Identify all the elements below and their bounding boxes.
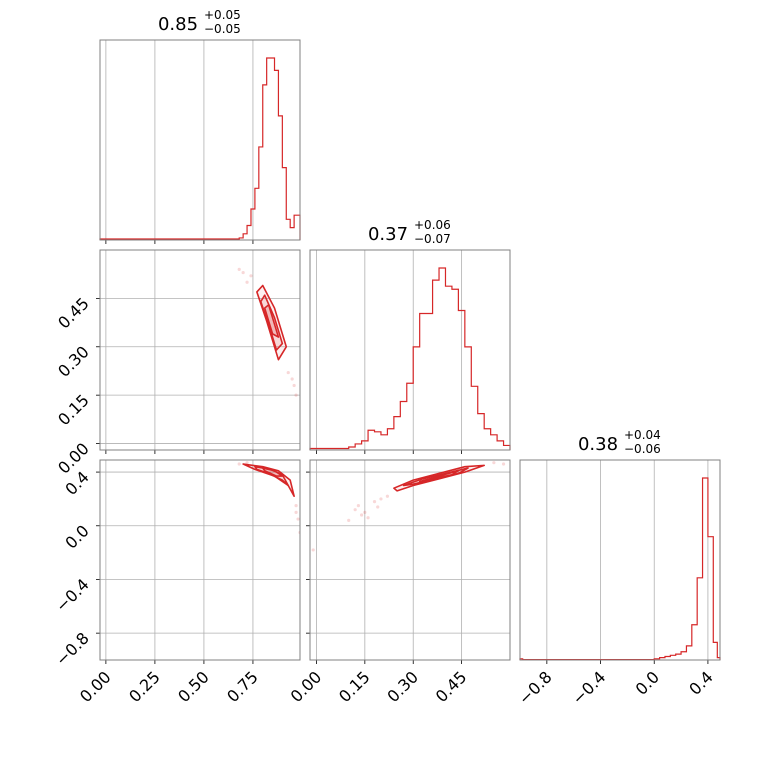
scatter-point <box>294 510 298 514</box>
scatter-point <box>311 548 315 552</box>
scatter-point <box>363 510 367 514</box>
hist-panel-3-frame <box>519 459 721 661</box>
title-lower-error: −0.06 <box>624 442 661 456</box>
scatter-point <box>290 377 294 381</box>
title-value: 0.38 <box>578 434 618 455</box>
x-tick-label: 0.00 <box>287 667 326 706</box>
x-tick-label: 0.30 <box>383 667 422 706</box>
scatter-point <box>286 370 290 375</box>
scatter-point <box>360 513 364 517</box>
scatter-point <box>501 462 506 466</box>
title-lower-error: −0.07 <box>414 232 451 246</box>
contour-panel-2-3-frame <box>309 459 511 661</box>
scatter-point <box>385 494 390 498</box>
contour-level-1 <box>256 284 288 361</box>
x-tick-label: 0.15 <box>335 667 374 706</box>
y-tick-label: 0.45 <box>54 294 93 333</box>
scatter-point <box>353 508 357 512</box>
x-tick-label: 0.75 <box>223 667 262 706</box>
histogram-param-3 <box>519 477 721 661</box>
histogram-param-1 <box>99 57 301 240</box>
contour-level-3 <box>418 469 460 483</box>
x-tick-label: 0.50 <box>174 667 213 706</box>
histogram-param-2 <box>309 267 511 450</box>
title-lower-error: −0.05 <box>204 22 241 36</box>
title-upper-error: +0.06 <box>414 218 451 232</box>
scatter-point <box>347 518 351 523</box>
title-upper-error: +0.05 <box>204 8 241 22</box>
scatter-point <box>376 505 380 509</box>
scatter-point <box>237 462 241 466</box>
contour-level-3 <box>263 304 280 338</box>
hist-panel-1-frame <box>99 39 301 241</box>
y-tick-label: 0.30 <box>54 342 93 381</box>
x-tick-label: −0.4 <box>568 667 609 708</box>
title-value: 0.85 <box>158 14 198 35</box>
contour-group-2-3 <box>311 461 506 552</box>
title-upper-error: +0.04 <box>624 428 661 442</box>
scatter-point <box>241 270 245 275</box>
x-tick-label: 0.45 <box>432 667 471 706</box>
contour-panel-1-2-frame <box>99 249 301 451</box>
panel-title-3: 0.38 +0.04−0.06 <box>578 428 661 456</box>
scatter-point <box>237 267 241 271</box>
x-tick-label: 0.0 <box>632 667 663 698</box>
hist-panel-2-frame <box>309 249 511 451</box>
x-tick-label: 0.25 <box>125 667 164 706</box>
scatter-point <box>296 517 300 521</box>
x-tick-label: −0.8 <box>515 667 556 708</box>
contour-group-1-3 <box>237 461 300 535</box>
contour-panel-1-3-frame <box>99 459 301 661</box>
scatter-point <box>379 497 383 501</box>
contour-level-3 <box>261 467 284 477</box>
contour-group-1-2 <box>237 267 298 397</box>
title-value: 0.37 <box>368 224 408 245</box>
scatter-point <box>372 500 377 504</box>
scatter-point <box>245 280 249 284</box>
y-tick-label: 0.15 <box>54 391 93 430</box>
scatter-point <box>294 393 298 397</box>
panel-title-2: 0.37 +0.06−0.07 <box>368 218 451 246</box>
scatter-point <box>492 461 496 465</box>
x-tick-label: 0.4 <box>685 667 716 698</box>
y-tick-label: 0.0 <box>61 521 92 552</box>
y-tick-label: 0.00 <box>54 439 93 478</box>
scatter-point <box>292 383 296 388</box>
scatter-point <box>366 516 370 520</box>
scatter-point <box>356 504 360 508</box>
x-tick-label: 0.00 <box>76 667 115 706</box>
scatter-point <box>249 274 253 278</box>
scatter-point <box>294 504 298 508</box>
panel-title-1: 0.85 +0.05−0.05 <box>158 8 241 36</box>
y-tick-label: −0.4 <box>52 575 93 616</box>
y-tick-label: −0.8 <box>52 629 93 670</box>
scatter-point <box>245 461 249 465</box>
